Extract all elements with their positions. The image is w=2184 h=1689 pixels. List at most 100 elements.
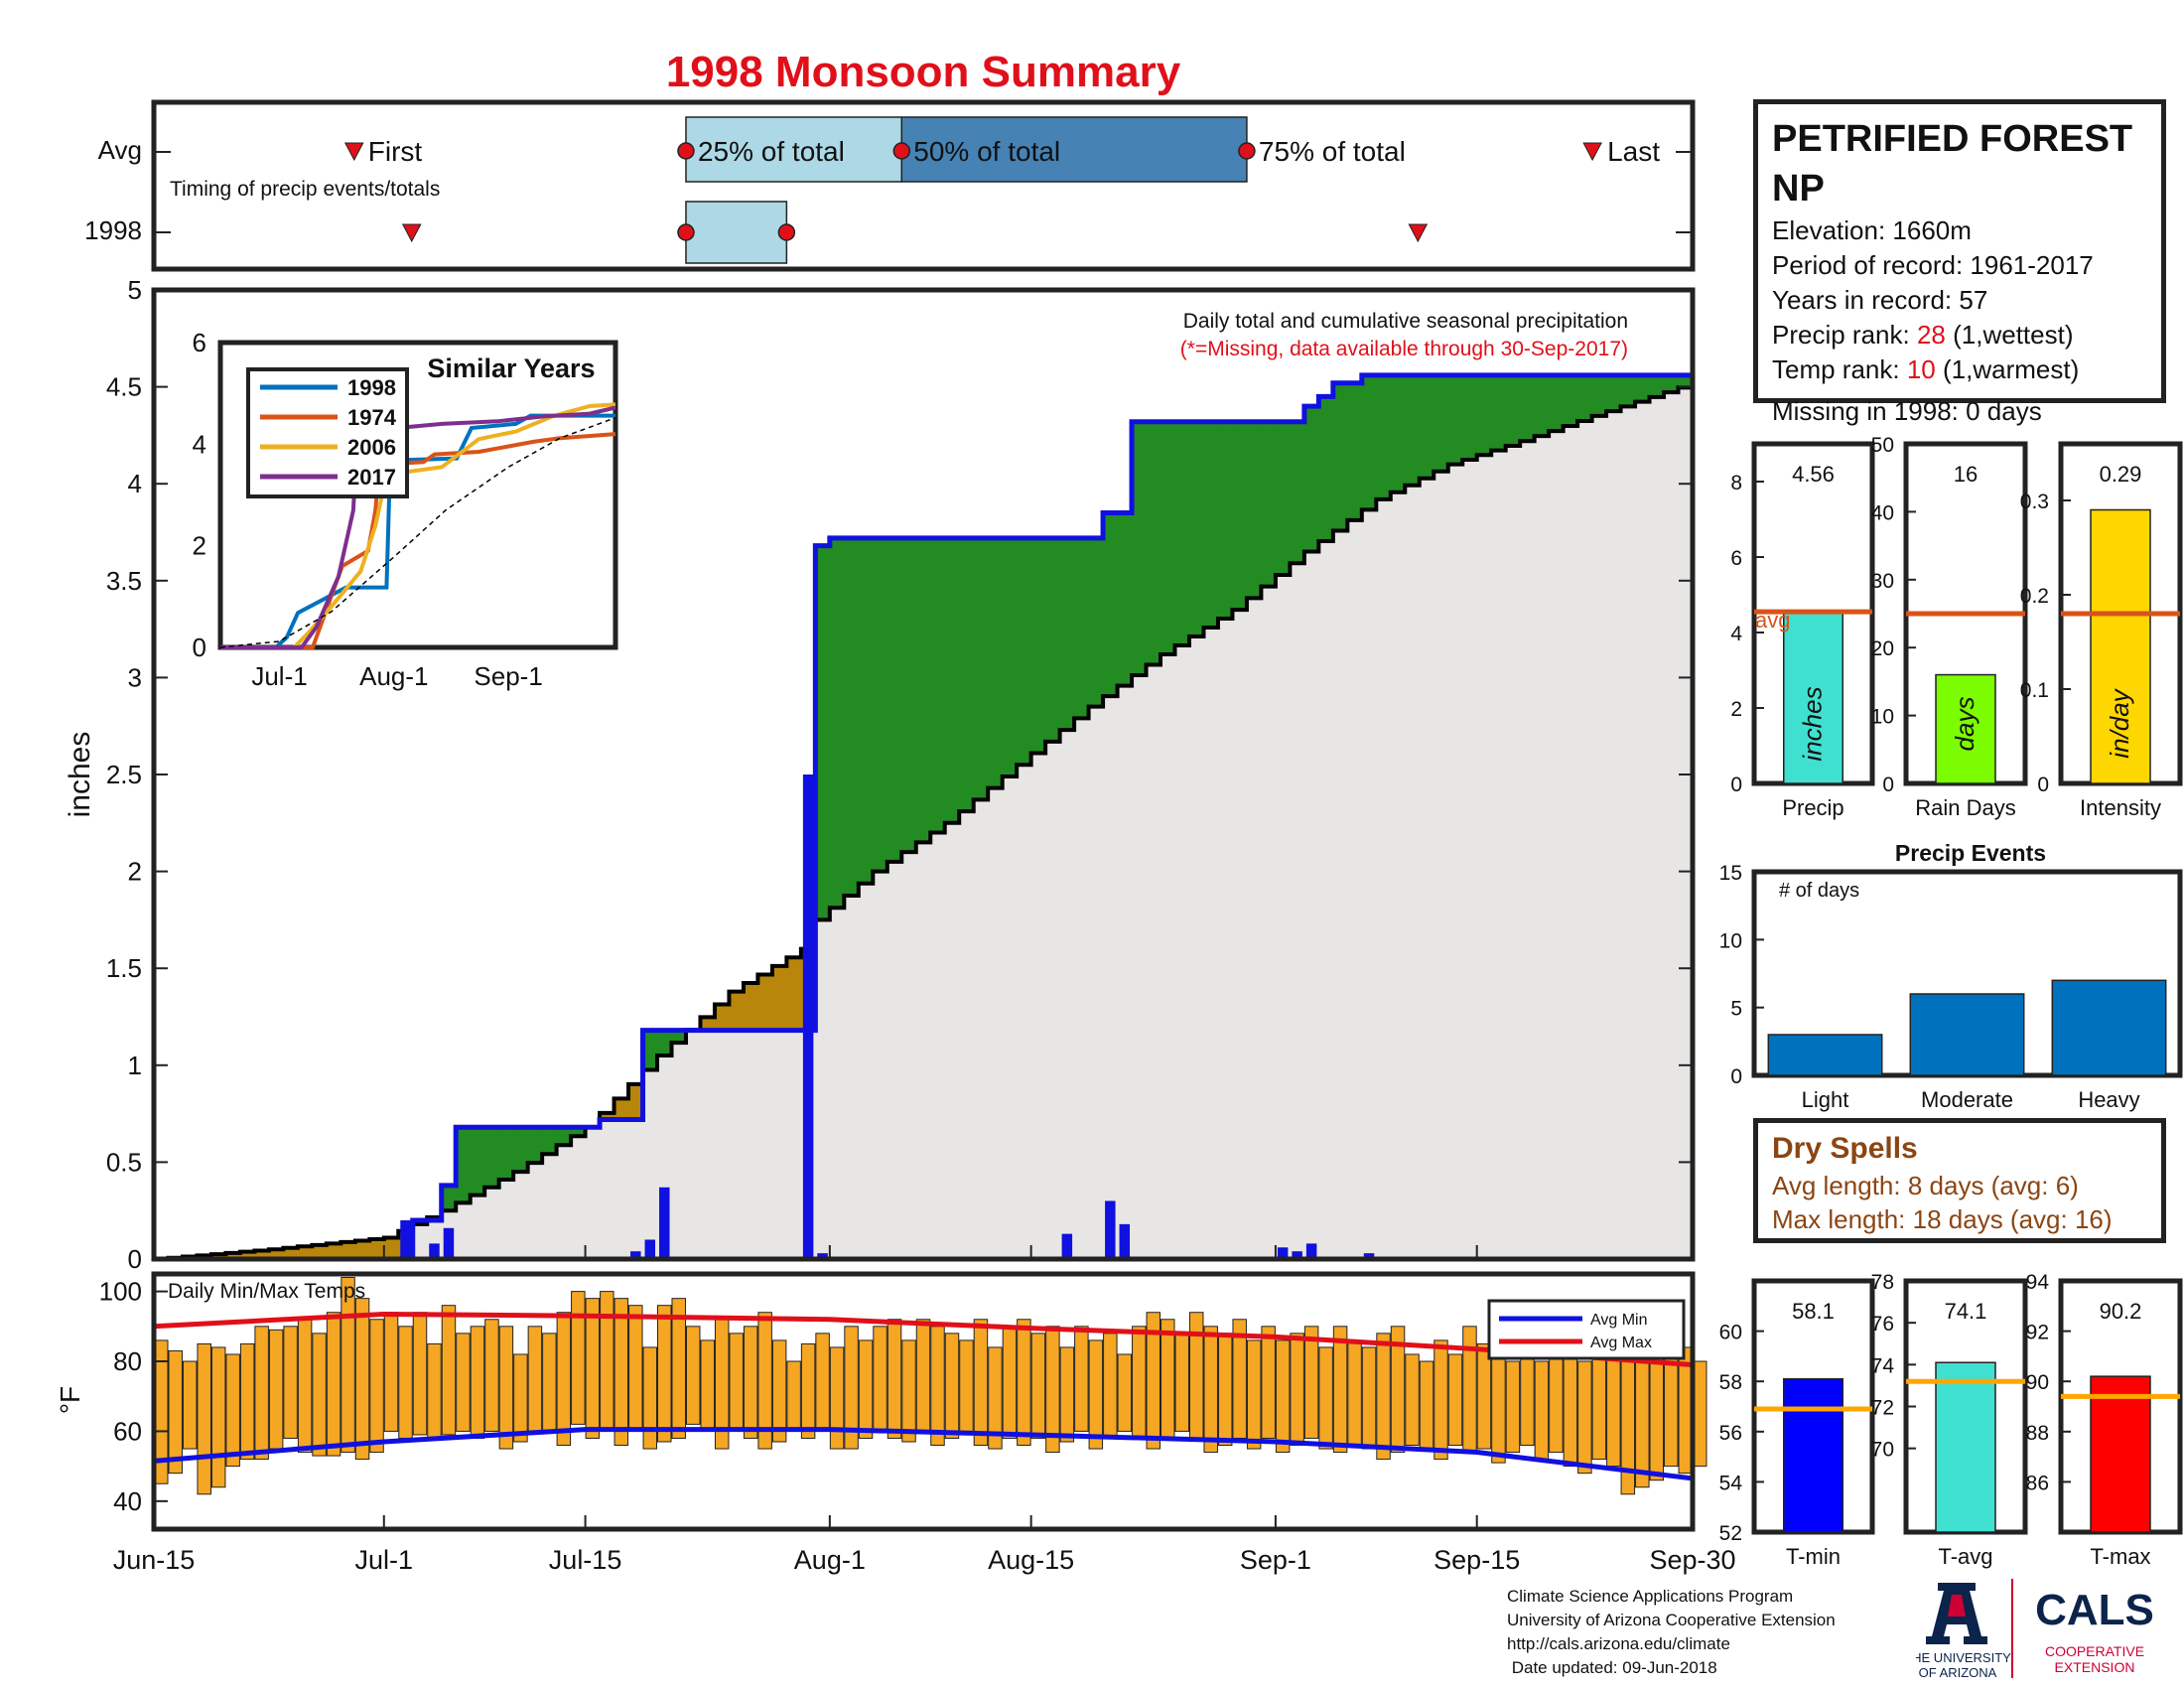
- temp-range-bar: [283, 1326, 298, 1439]
- cals-line-1: COOPERATIVE: [2045, 1643, 2144, 1659]
- year-25-75-box: [685, 201, 788, 264]
- x-tick-label: Sep-1: [1240, 1545, 1311, 1575]
- above-normal-area: [1174, 421, 1190, 645]
- temp-range-bar: [254, 1326, 269, 1461]
- below-normal-area: [628, 1083, 644, 1120]
- precip-rank-note: (1,wettest): [1953, 320, 2074, 350]
- above-normal-area: [1678, 374, 1694, 388]
- stat-bar: [1935, 673, 1996, 784]
- stat-category-label: T-min: [1786, 1544, 1841, 1569]
- above-normal-area: [1303, 406, 1319, 552]
- year-last-marker: [1408, 223, 1429, 243]
- temp-range-bar: [786, 1360, 801, 1432]
- stat-tick-label: 56: [1719, 1422, 1742, 1445]
- daily-precip-bar: [659, 1187, 670, 1259]
- below-normal-area: [614, 1098, 629, 1120]
- stat-bar: [2090, 508, 2151, 784]
- temp-range-bar: [915, 1319, 931, 1432]
- events-ylabel: # of days: [1779, 880, 1859, 902]
- stat-value-label: 16: [1954, 462, 1978, 487]
- temp-range-bar: [1246, 1339, 1262, 1450]
- above-normal-area: [441, 1185, 457, 1211]
- events-category-label: Light: [1802, 1087, 1849, 1112]
- temp-range-bar: [1462, 1326, 1477, 1454]
- stat-tick-label: 86: [2026, 1472, 2049, 1494]
- y-tick-label: 3.5: [106, 566, 142, 596]
- temp-range-bar: [1664, 1353, 1679, 1468]
- daily-precip-bar: [443, 1227, 455, 1259]
- above-normal-area: [642, 1030, 658, 1070]
- daily-precip-bar: [1105, 1200, 1116, 1259]
- above-normal-area: [1549, 374, 1565, 432]
- temp-range-bar: [1693, 1360, 1707, 1468]
- temp-range-bar: [1591, 1353, 1607, 1461]
- events-tick-label: 10: [1719, 929, 1742, 952]
- above-normal-area: [1347, 382, 1363, 520]
- y-tick-label: 3: [128, 662, 142, 692]
- stat-tick-label: 76: [1871, 1313, 1894, 1336]
- credit-line: University of Arizona Cooperative Extens…: [1507, 1611, 1836, 1629]
- x-tick-label: Sep-30: [1649, 1545, 1735, 1575]
- x-tick-label: Aug-1: [794, 1545, 866, 1575]
- temp-range-bar: [743, 1326, 758, 1439]
- stat-category-label: Intensity: [2080, 795, 2161, 820]
- temp-range-bar: [1045, 1326, 1060, 1454]
- below-normal-area: [369, 1238, 385, 1259]
- avg-25-marker: [677, 142, 695, 160]
- daily-precip-bar: [429, 1243, 440, 1259]
- temp-range-bar: [771, 1339, 787, 1443]
- temp-range-bar: [354, 1298, 370, 1461]
- year-first-marker: [401, 223, 422, 243]
- temp-range-bar: [383, 1312, 399, 1432]
- temp-plot-title: Daily Min/Max Temps: [168, 1280, 365, 1303]
- above-normal-area: [815, 545, 831, 920]
- temp-y-tick-label: 60: [113, 1416, 142, 1446]
- events-tick-label: 15: [1719, 862, 1742, 885]
- temp-range-bar: [326, 1312, 341, 1457]
- above-normal-area: [1217, 421, 1234, 620]
- temp-range-bar: [1318, 1346, 1333, 1450]
- stat-tick-label: 0.2: [2020, 585, 2049, 608]
- temp-range-bar: [1376, 1333, 1391, 1461]
- below-normal-area: [786, 957, 802, 1031]
- temp-range-bar: [614, 1298, 629, 1447]
- above-normal-area: [1261, 421, 1277, 587]
- station-name: PETRIFIED FOREST NP: [1772, 118, 2133, 210]
- below-normal-area: [297, 1246, 313, 1259]
- logo-graphic: THE UNIVERSITY OF ARIZONA CALS COOPERATI…: [1904, 1579, 2154, 1680]
- stat-tick-label: 78: [1871, 1271, 1894, 1294]
- daily-precip-bar: [802, 774, 814, 1259]
- temp-range-bar: [1217, 1333, 1233, 1447]
- temp-range-bar: [1002, 1326, 1018, 1439]
- stat-value-label: 74.1: [1945, 1299, 1987, 1324]
- y-tick-label: 1.5: [106, 953, 142, 983]
- temp-range-bar: [844, 1326, 859, 1450]
- temp-range-bar: [1405, 1353, 1420, 1447]
- precip-rank-label: Precip rank:: [1772, 320, 1910, 350]
- temp-range-bar: [800, 1342, 816, 1439]
- above-normal-area: [1103, 512, 1119, 697]
- temp-range-bar: [729, 1333, 744, 1432]
- below-normal-area: [700, 1017, 716, 1031]
- temp-range-bar: [1635, 1360, 1650, 1488]
- inset-y-tick-label: 6: [193, 328, 206, 357]
- pct25-label: 25% of total: [698, 136, 845, 167]
- below-normal-area: [254, 1250, 270, 1259]
- above-normal-area: [1188, 421, 1205, 637]
- temp-range-bar: [1103, 1333, 1118, 1439]
- inset-legend-label: 2017: [347, 465, 396, 490]
- below-normal-area: [341, 1241, 356, 1259]
- temp-range-bar: [1188, 1312, 1204, 1439]
- temp-range-bar: [1332, 1326, 1348, 1454]
- temp-range-bar: [700, 1339, 715, 1432]
- above-normal-area: [1505, 374, 1521, 446]
- above-normal-area: [1332, 382, 1348, 531]
- stat-bar-text: in/day: [2105, 687, 2134, 758]
- below-normal-area: [225, 1252, 241, 1259]
- above-normal-area: [1059, 537, 1075, 731]
- inset-x-tick-label: Aug-1: [359, 661, 428, 691]
- timing-caption: Timing of precip events/totals: [170, 178, 440, 201]
- avg-50-marker: [892, 142, 911, 160]
- above-normal-area: [1534, 374, 1550, 437]
- year-75-marker: [777, 223, 796, 241]
